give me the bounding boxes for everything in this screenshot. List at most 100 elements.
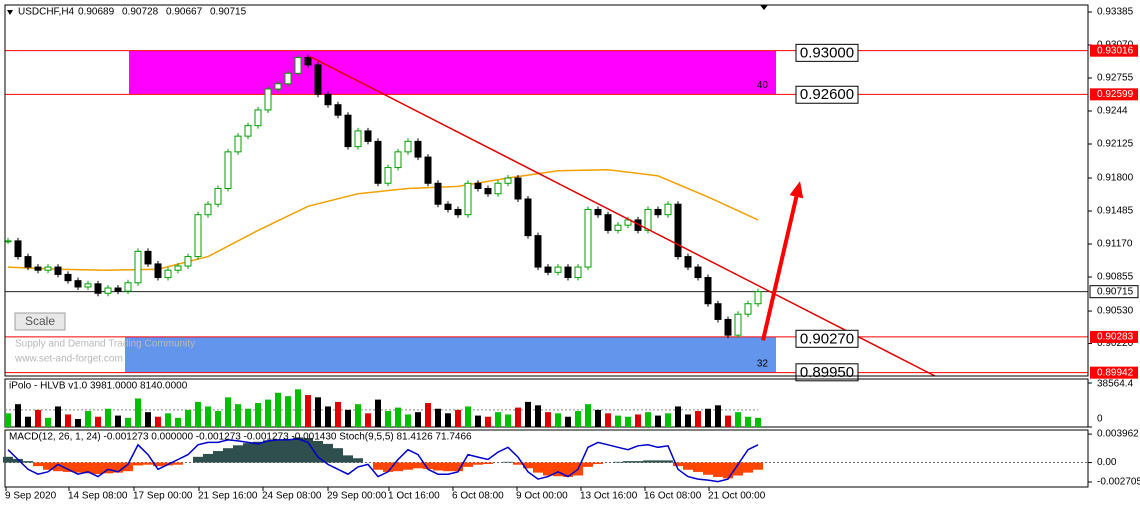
current-price-tag — [1089, 285, 1139, 299]
volume-bar — [155, 416, 161, 427]
candle — [584, 208, 592, 268]
candle — [494, 182, 502, 195]
volume-tick-label: 0 — [1097, 414, 1103, 425]
x-tick-label: 16 Oct 08:00 — [644, 491, 702, 502]
macd-bar — [443, 462, 453, 472]
candle — [334, 104, 342, 116]
candle — [404, 140, 412, 153]
macd-bar — [393, 462, 403, 472]
y-tick-label: 0.90220 — [1097, 338, 1134, 349]
scale-button[interactable] — [14, 312, 66, 331]
volume-bar — [305, 395, 311, 427]
macd-bar — [423, 462, 433, 470]
macd-bar — [663, 460, 673, 463]
volume-bar — [25, 416, 31, 427]
volume-bar — [635, 414, 641, 427]
watermark: Supply and Demand Trading Community — [15, 339, 195, 350]
volume-bar — [465, 406, 471, 427]
candle — [544, 266, 552, 273]
volume-bar — [535, 405, 541, 427]
x-tick-label: 6 Oct 08:00 — [452, 491, 504, 502]
price-tag-label: 0.93016 — [1097, 45, 1134, 56]
volume-bar — [345, 409, 351, 427]
volume-bar — [665, 413, 671, 427]
volume-bar — [505, 414, 511, 427]
macd-bar — [173, 462, 183, 465]
symbol: USDCHF,H4 — [18, 7, 75, 18]
candle — [184, 256, 192, 267]
x-tick-label: 21 Sep 16:00 — [198, 491, 258, 502]
macd-tick-label: -0.002705 — [1097, 477, 1140, 488]
candle — [164, 269, 172, 279]
volume-bar — [105, 408, 111, 427]
candle — [204, 203, 212, 216]
macd-tick-label: 0.003962 — [1097, 429, 1139, 440]
volume-bar — [425, 403, 431, 427]
volume-bar — [365, 413, 371, 427]
macd-bar — [193, 456, 203, 463]
macd-bar — [513, 462, 523, 465]
volume-bar — [185, 409, 191, 427]
candle — [64, 273, 72, 282]
price-tag — [1090, 366, 1138, 379]
zone-label: 40 — [757, 80, 769, 91]
candle — [214, 188, 222, 205]
macd-bar — [713, 462, 723, 477]
volume-bar — [405, 414, 411, 427]
candle — [724, 318, 732, 336]
candle — [194, 214, 202, 258]
menu-triangle[interactable] — [7, 10, 13, 15]
volume-bar — [415, 412, 421, 427]
macd-bar — [273, 439, 283, 463]
candle — [14, 240, 22, 258]
macd-bar — [723, 462, 733, 479]
current-price-tag-label: 0.90715 — [1097, 286, 1134, 297]
macd-label: MACD(12, 26, 1, 24) -0.001273 0.000000 -… — [9, 432, 472, 443]
y-tick-label: 0.91485 — [1097, 206, 1134, 217]
level-box — [795, 43, 859, 62]
macd-bar — [533, 462, 543, 473]
volume-bar — [115, 415, 121, 427]
x-tick-label: 24 Sep 08:00 — [262, 491, 322, 502]
macd-bar — [303, 438, 313, 463]
volume-bar — [495, 412, 501, 427]
candle — [714, 303, 722, 320]
volume-bar — [335, 401, 341, 427]
macd-bar — [143, 462, 153, 465]
volume-bar — [35, 409, 41, 427]
macd-bar — [233, 445, 243, 463]
macd-bar — [53, 462, 63, 472]
volume-bar — [695, 411, 701, 427]
price-tag-label: 0.90283 — [1097, 332, 1134, 343]
macd-bar — [613, 461, 623, 463]
volume-bar — [625, 416, 631, 427]
candle — [534, 235, 542, 268]
y-tick-label: 0.90530 — [1097, 306, 1134, 317]
macd-tick-label: 0.00 — [1097, 457, 1117, 468]
volume-bar — [585, 404, 591, 427]
volume-bar — [45, 417, 51, 427]
y-tick-label: 0.90855 — [1097, 272, 1134, 283]
y-tick-label: 0.9244 — [1097, 106, 1128, 117]
candle — [284, 72, 292, 85]
macd-bar — [483, 462, 493, 464]
macd-bar — [373, 462, 383, 470]
candle — [664, 203, 672, 216]
level-box-label: 0.92600 — [800, 86, 854, 103]
candle — [174, 265, 182, 271]
macd-bar — [653, 460, 663, 463]
candle — [524, 198, 532, 237]
y-tick-label: 0.91170 — [1097, 239, 1133, 250]
scale-button-label[interactable]: Scale — [25, 314, 55, 328]
candle — [484, 188, 492, 195]
arrow-head — [789, 181, 804, 199]
volume-bar — [95, 416, 101, 427]
quote-value: 0.90728 — [122, 7, 159, 18]
candle — [554, 266, 562, 273]
candle — [564, 266, 572, 279]
macd-bar — [243, 443, 253, 463]
macd-bar — [73, 462, 83, 473]
macd-bar — [353, 458, 363, 463]
volume-bar — [515, 407, 521, 427]
candle — [264, 88, 272, 111]
